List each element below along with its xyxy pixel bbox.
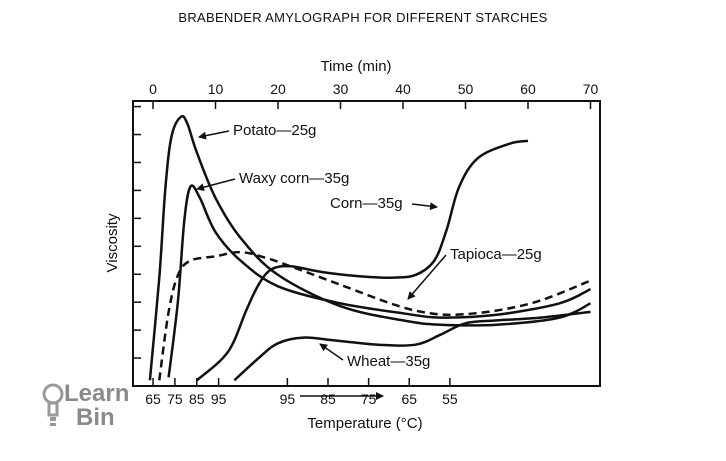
learnbin-logo: Learn Bin [42, 378, 132, 436]
series-labels-layer: Potato—25g Waxy corn—35g Corn—35g Tapioca—2… [196, 122, 542, 370]
top-tick-label-7: 70 [583, 81, 599, 97]
series-label-potato: Potato—25g [233, 122, 316, 139]
bottom-tick-label-0: 65 [145, 391, 161, 407]
bottom-tick-label-6: 75 [361, 391, 377, 407]
leader-line-tapioca [407, 254, 447, 300]
plot-frame [132, 100, 601, 387]
top-tick-label-6: 60 [520, 81, 536, 97]
leader-line-potato [198, 130, 230, 140]
series-line-tapioca [158, 250, 591, 381]
bottom-tick-label-4: 95 [280, 391, 296, 407]
leader-line-wheat [319, 343, 344, 361]
series-label-wheat: Wheat—35g [347, 353, 430, 370]
series-line-corn [195, 139, 529, 382]
leader-line-waxy-corn [196, 178, 236, 192]
lightbulb-icon [42, 383, 64, 426]
top-tick-label-4: 40 [395, 81, 411, 97]
bottom-tick-label-1: 75 [167, 391, 183, 407]
bottom-tick-label-7: 65 [401, 391, 417, 407]
top-axis-ticks: 0 10 20 30 40 50 60 70 [149, 81, 598, 109]
logo-text-line1: Learn [64, 380, 130, 407]
bottom-tick-label-3: 95 [211, 391, 227, 407]
top-tick-label-1: 10 [208, 81, 224, 97]
series-line-waxy-corn [167, 184, 592, 378]
series-label-corn: Corn—35g [330, 195, 403, 212]
top-tick-label-2: 20 [270, 81, 286, 97]
leader-line-corn [411, 202, 438, 211]
bottom-axis-title: Temperature (°C) [307, 415, 422, 432]
chart-title: BRABENDER AMYLOGRAPH FOR DIFFERENT STARC… [178, 10, 548, 25]
bottom-tick-label-5: 85 [320, 391, 336, 407]
series-line-wheat [233, 310, 591, 382]
y-axis-ticks [133, 105, 141, 359]
series-label-tapioca: Tapioca—25g [450, 246, 542, 263]
top-tick-label-3: 30 [333, 81, 349, 97]
y-axis-title: Viscosity [104, 213, 121, 272]
top-tick-label-5: 50 [458, 81, 474, 97]
bottom-tick-label-2: 85 [189, 391, 205, 407]
series-label-waxy-corn: Waxy corn—35g [239, 170, 349, 187]
bottom-axis-ticks: 65 75 85 95 95 85 75 65 55 [145, 378, 458, 407]
logo-text-line2: Bin [76, 404, 115, 431]
top-tick-label-0: 0 [149, 81, 157, 97]
top-axis-title: Time (min) [320, 58, 391, 75]
bottom-tick-label-8: 55 [442, 391, 458, 407]
series-layer [148, 114, 592, 382]
